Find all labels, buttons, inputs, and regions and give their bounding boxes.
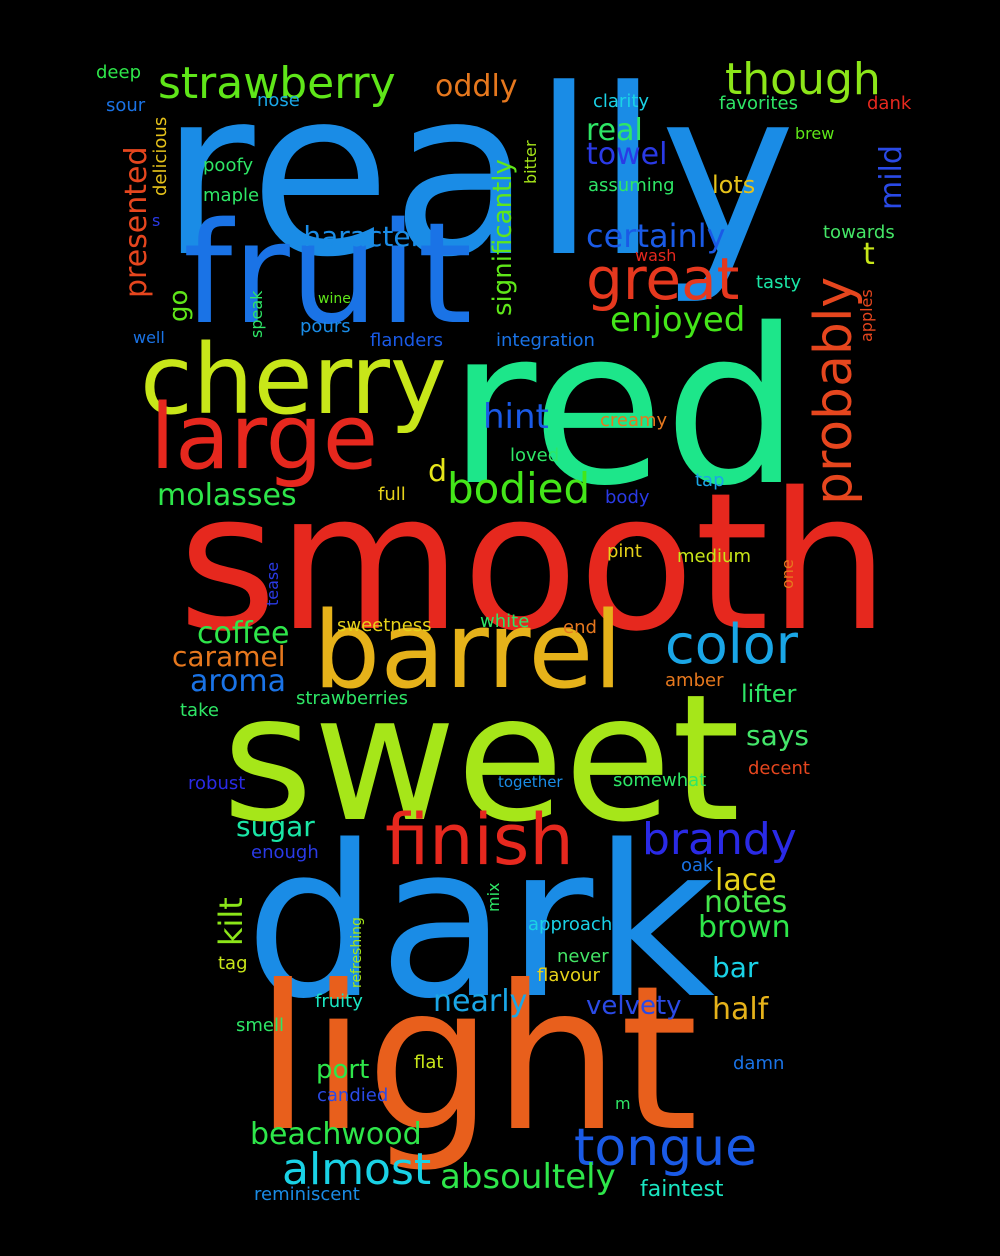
word-robust: robust — [188, 775, 245, 793]
word-beachwood: beachwood — [250, 1120, 422, 1150]
word-lots: lots — [712, 173, 755, 197]
word-bitter: bitter — [523, 140, 539, 184]
word-amber: amber — [665, 672, 723, 690]
word-well: well — [133, 330, 165, 346]
word-wash: wash — [635, 248, 676, 264]
word-apples: apples — [859, 289, 875, 342]
word-color: color — [665, 618, 798, 672]
word-mild: mild — [877, 145, 907, 210]
word-integration: integration — [496, 332, 595, 350]
word-medium: medium — [677, 548, 751, 566]
word-m: m — [615, 1096, 631, 1112]
word-aroma: aroma — [190, 667, 286, 697]
word-tease: tease — [265, 562, 281, 606]
word-sour: sour — [106, 97, 145, 115]
word-bodied: bodied — [447, 468, 590, 510]
word-body: body — [605, 489, 650, 507]
word-sweetness: sweetness — [337, 617, 432, 635]
word-s: s — [152, 213, 160, 229]
word-pint: pint — [607, 543, 642, 561]
word-oak: oak — [681, 857, 713, 875]
word-assuming: assuming — [588, 177, 675, 195]
word-port: port — [316, 1057, 369, 1083]
word-reminiscent: reminiscent — [254, 1186, 360, 1204]
word-smell: smell — [236, 1017, 284, 1035]
word-flanders: flanders — [370, 332, 443, 350]
word-enough: enough — [251, 844, 319, 862]
word-candied: candied — [317, 1087, 388, 1105]
word-nearly: nearly — [433, 987, 527, 1017]
word-delicious: delicious — [152, 117, 170, 196]
word-absoultely: absoultely — [440, 1160, 616, 1194]
word-significantly: significantly — [490, 159, 516, 316]
word-dank: dank — [867, 95, 911, 113]
word-brown: brown — [698, 913, 791, 943]
word-says: says — [746, 722, 809, 750]
word-take: take — [180, 702, 219, 720]
word-poofy: poofy — [203, 157, 253, 175]
word-faintest: faintest — [640, 1179, 724, 1201]
word-towel: towel — [586, 140, 667, 170]
word-flat: flat — [414, 1054, 443, 1072]
word-kilt: kilt — [215, 897, 247, 946]
word-creamy: creamy — [600, 412, 667, 430]
word-tap: tap — [695, 472, 725, 490]
word-favorites: favorites — [719, 95, 798, 113]
word-mix: mix — [486, 883, 502, 913]
word-white: white — [480, 613, 529, 631]
word-molasses: molasses — [157, 481, 297, 511]
word-clarity: clarity — [593, 93, 649, 111]
word-hint: hint — [483, 400, 549, 434]
word-bar: bar — [712, 954, 758, 982]
word-full: full — [378, 486, 406, 504]
word-lifter: lifter — [741, 682, 796, 706]
word-end: end — [563, 619, 597, 637]
word-somewhat: somewhat — [613, 772, 706, 790]
word-t: t — [863, 240, 875, 270]
word-velvety: velvety — [586, 993, 682, 1019]
word-go: go — [166, 290, 192, 322]
word-d: d — [428, 457, 447, 487]
word-tag: tag — [218, 955, 248, 973]
word-pours: pours — [300, 318, 351, 336]
word-nose: nose — [257, 92, 300, 110]
word-presented: presented — [122, 146, 152, 298]
word-together: together — [498, 775, 563, 790]
word-maple: maple — [203, 187, 259, 205]
word-flavour: flavour — [537, 967, 600, 985]
word-decent: decent — [748, 760, 810, 778]
word-refreshing: refreshing — [350, 917, 364, 988]
word-fruity: fruity — [315, 993, 363, 1011]
word-deep: deep — [96, 64, 141, 82]
word-approach: approach — [528, 916, 612, 934]
word-character: character — [288, 223, 422, 251]
word-half: half — [712, 995, 768, 1025]
word-towards: towards — [823, 224, 895, 242]
word-enjoyed: enjoyed — [610, 303, 745, 337]
word-probably: probably — [808, 277, 860, 505]
word-one: one — [780, 559, 796, 589]
word-never: never — [557, 948, 609, 966]
word-brew: brew — [795, 126, 834, 142]
word-loved: loved — [510, 447, 559, 465]
word-large: large — [150, 393, 378, 483]
word-finish: finish — [385, 805, 574, 875]
word-wine: wine — [318, 292, 351, 306]
word-tasty: tasty — [756, 274, 801, 292]
word-damn: damn — [733, 1055, 784, 1073]
word-brandy: brandy — [642, 818, 797, 862]
word-oddly: oddly — [435, 72, 518, 102]
word-strawberries: strawberries — [296, 690, 408, 708]
word-sugar: sugar — [236, 813, 315, 841]
word-speak: speak — [249, 291, 265, 338]
